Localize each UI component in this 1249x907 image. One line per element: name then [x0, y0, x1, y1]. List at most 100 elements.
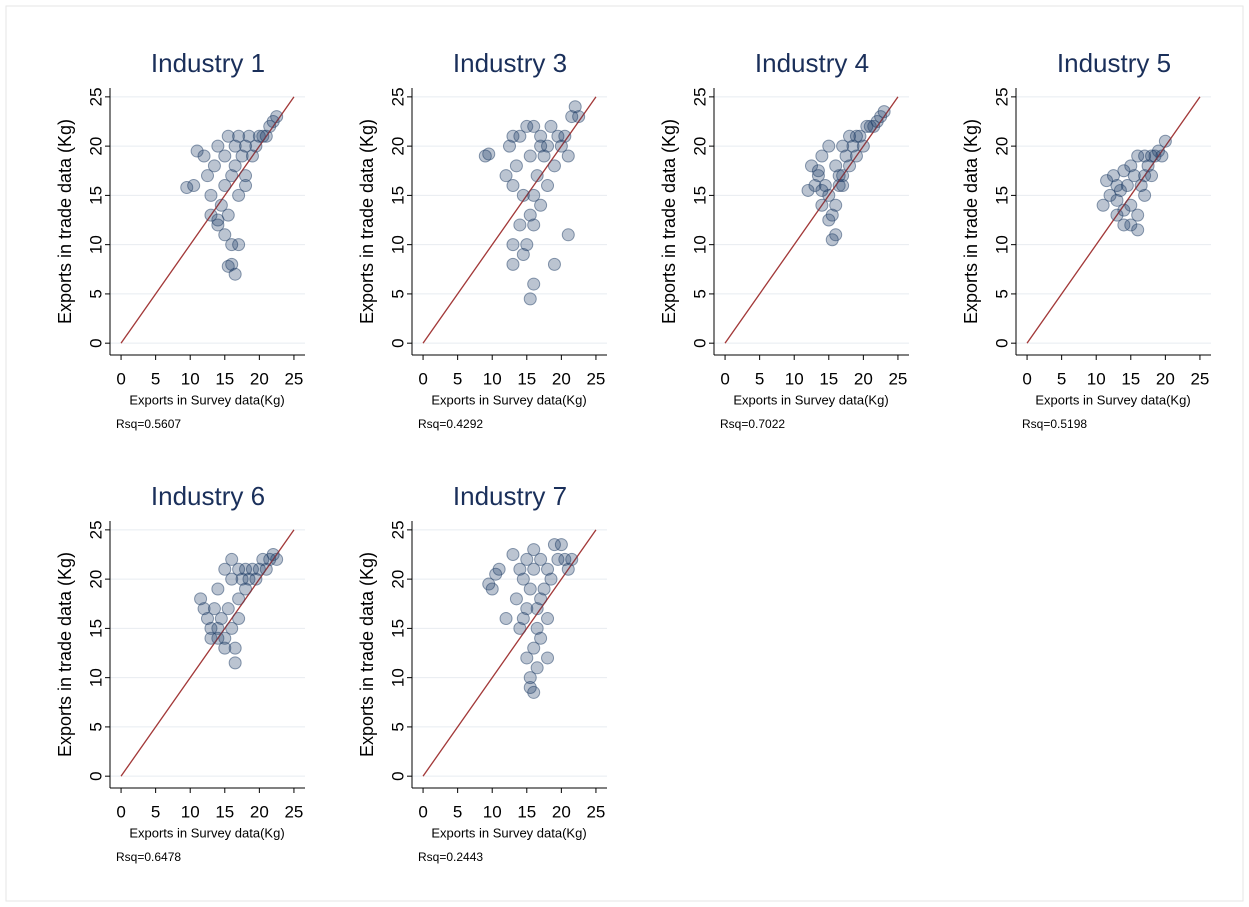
point [530, 602, 544, 616]
note: Rsq=0.4292 [418, 417, 483, 431]
y-tick-label: 20 [690, 137, 709, 156]
x-tick-label: 10 [483, 802, 502, 821]
x-tick-label: 25 [586, 369, 605, 388]
point [1103, 188, 1117, 202]
point [1145, 149, 1159, 163]
point [232, 238, 246, 252]
point [815, 149, 829, 163]
x-axis-label: Exports in Survey data(Kg) [129, 392, 284, 407]
x-tick-label: 0 [720, 369, 729, 388]
x-tick-label: 0 [116, 369, 125, 388]
x-tick-label: 20 [552, 369, 571, 388]
point [530, 169, 544, 183]
point [523, 292, 537, 306]
point [252, 562, 266, 576]
note: Rsq=0.7022 [720, 417, 785, 431]
point [558, 129, 572, 143]
point [232, 129, 246, 143]
y-axis-label: Exports in trade data (Kg) [659, 119, 679, 324]
y-tick-label: 10 [86, 235, 105, 254]
point [829, 198, 843, 212]
y-tick-label: 25 [86, 520, 105, 539]
point [1138, 149, 1152, 163]
point [527, 641, 541, 655]
x-tick-label: 25 [888, 369, 907, 388]
y-tick-label: 10 [690, 235, 709, 254]
point [485, 582, 499, 596]
x-tick-label: 5 [1057, 369, 1066, 388]
point [211, 582, 225, 596]
point [520, 119, 534, 133]
point [225, 169, 239, 183]
x-tick-label: 5 [453, 369, 462, 388]
point [1124, 159, 1138, 173]
y-tick-label: 20 [86, 137, 105, 156]
point [565, 110, 579, 124]
point [572, 110, 586, 124]
point [541, 139, 555, 153]
point [1141, 159, 1155, 173]
point [235, 149, 249, 163]
point [232, 188, 246, 202]
panel-title: Industry 4 [755, 48, 869, 78]
point [534, 592, 548, 606]
point [877, 105, 891, 119]
panel-title: Industry 1 [151, 48, 265, 78]
y-tick-label: 10 [992, 235, 1011, 254]
point [561, 228, 575, 242]
point [801, 183, 815, 197]
y-tick-label: 20 [388, 137, 407, 156]
x-tick-label: 10 [483, 369, 502, 388]
x-axis-label: Exports in Survey data(Kg) [1035, 392, 1190, 407]
point [1145, 169, 1159, 183]
point [822, 213, 836, 227]
point [523, 582, 537, 596]
point [190, 144, 204, 158]
y-tick-label: 20 [86, 570, 105, 589]
point [218, 641, 232, 655]
point [544, 119, 558, 133]
point [249, 572, 263, 586]
x-tick-label: 10 [181, 369, 200, 388]
x-tick-label: 0 [418, 802, 427, 821]
point [232, 562, 246, 576]
point [499, 169, 513, 183]
point [541, 612, 555, 626]
y-tick-label: 25 [992, 87, 1011, 106]
point [825, 233, 839, 247]
point [503, 139, 516, 153]
x-tick-label: 20 [552, 802, 571, 821]
point [537, 149, 551, 163]
y-tick-label: 0 [86, 771, 105, 780]
point [506, 547, 520, 561]
y-axis-label: Exports in trade data (Kg) [357, 119, 377, 324]
x-tick-label: 10 [1087, 369, 1106, 388]
point [849, 129, 863, 143]
point [527, 188, 541, 202]
x-tick-label: 20 [250, 802, 269, 821]
y-tick-label: 15 [690, 186, 709, 205]
y-tick-label: 10 [388, 235, 407, 254]
x-tick-label: 20 [1156, 369, 1175, 388]
x-tick-label: 10 [785, 369, 804, 388]
point [221, 602, 235, 616]
point [509, 159, 523, 173]
y-tick-label: 5 [86, 289, 105, 298]
point [534, 129, 548, 143]
fit-line [120, 96, 295, 344]
point [1117, 203, 1131, 217]
y-tick-label: 20 [388, 570, 407, 589]
frame [5, 5, 1244, 902]
y-tick-label: 25 [86, 87, 105, 106]
x-tick-label: 25 [284, 802, 303, 821]
y-tick-label: 25 [690, 87, 709, 106]
x-tick-label: 25 [1190, 369, 1209, 388]
point [843, 129, 857, 143]
point [201, 169, 214, 183]
x-tick-label: 5 [453, 802, 462, 821]
point [228, 267, 242, 281]
point [832, 169, 846, 183]
